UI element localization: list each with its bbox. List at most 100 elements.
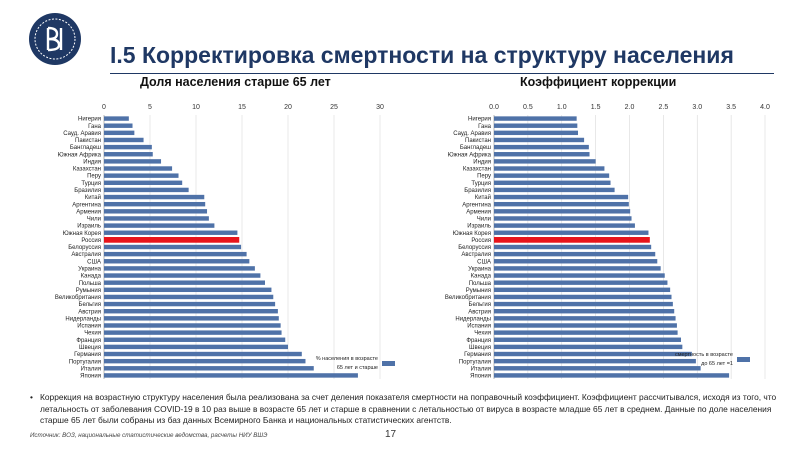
category-label: Китай	[85, 194, 101, 201]
category-label: Италия	[471, 366, 491, 372]
bar	[104, 358, 306, 364]
bar	[494, 330, 678, 335]
category-label: Россия	[471, 238, 491, 244]
category-label: Чехия	[474, 331, 491, 337]
category-label: Польша	[469, 281, 492, 287]
category-label: Турция	[81, 181, 101, 187]
category-label: Индия	[473, 159, 491, 165]
category-label: Бразилия	[74, 188, 101, 194]
category-label: Перу	[477, 174, 491, 180]
category-label: США	[87, 259, 101, 265]
bar	[104, 351, 302, 357]
x-tick-label: 4.0	[760, 104, 770, 111]
category-label: Австралия	[461, 252, 491, 258]
category-label: Португалия	[69, 359, 101, 365]
bar	[104, 294, 274, 300]
category-label: Бразилия	[464, 188, 491, 194]
bar	[104, 152, 153, 157]
category-label: Китай	[475, 194, 491, 201]
bar	[104, 373, 358, 378]
category-label: Украина	[78, 267, 102, 273]
category-label: Австрия	[468, 309, 491, 315]
chart-title-right: Коэффициент коррекции	[520, 75, 677, 89]
category-label: Швеция	[469, 345, 491, 351]
category-label: Южная Корея	[63, 231, 101, 237]
bar	[104, 166, 173, 171]
bar	[494, 316, 676, 321]
bar	[494, 287, 671, 293]
x-tick-label: 5	[148, 104, 152, 111]
category-label: Южная Корея	[453, 231, 491, 237]
category-label: Израиль	[467, 224, 491, 230]
bar	[494, 351, 692, 357]
bar	[494, 180, 611, 185]
category-label: Армения	[76, 209, 101, 215]
bar	[494, 201, 629, 207]
bar	[104, 266, 255, 271]
bar	[104, 223, 215, 228]
bar	[494, 216, 632, 221]
category-label: Франция	[466, 338, 491, 344]
bar	[494, 194, 629, 200]
chart-correction-factor: 0.0 0.5 1.0 1.5 2.0 2.5 3.0 3.5 4.0 НигерияГанаСа…	[445, 104, 770, 380]
bar	[104, 337, 286, 342]
category-label: Гана	[88, 124, 102, 130]
bar	[494, 230, 649, 235]
category-label: Бельгия	[79, 302, 102, 308]
category-label: Сауд. Аравия	[63, 131, 101, 137]
bar	[494, 123, 578, 128]
category-label: Япония	[470, 374, 491, 380]
bar	[104, 259, 250, 264]
category-label: Россия	[81, 238, 101, 244]
bar	[104, 251, 247, 257]
bar	[104, 209, 208, 214]
category-label: США	[477, 259, 491, 265]
bar	[494, 187, 615, 193]
category-label: Испания	[467, 324, 491, 330]
category-label: Перу	[87, 174, 101, 180]
note-text: Коррекция на возрастную структуру населе…	[40, 392, 777, 425]
page-title: I.5 Корректировка смертности на структур…	[110, 42, 734, 68]
category-label: Бангладеш	[460, 145, 491, 151]
bar	[104, 280, 265, 285]
x-tick-label: 10	[192, 104, 200, 111]
category-label: Израиль	[77, 224, 101, 230]
category-label: Индия	[83, 159, 101, 165]
category-label: Нигерия	[468, 117, 491, 123]
x-tick-label: 20	[284, 104, 292, 111]
category-label: Казахстан	[463, 167, 491, 173]
bar	[494, 116, 577, 121]
bar	[494, 337, 681, 342]
bar	[104, 144, 152, 150]
x-tick-label: 3.0	[692, 104, 702, 111]
category-label: Италия	[81, 366, 101, 372]
legend-swatch	[737, 357, 750, 362]
bar	[494, 373, 730, 378]
bar	[104, 187, 189, 193]
category-label: Белоруссия	[68, 245, 101, 251]
page-number: 17	[385, 429, 397, 440]
bar	[104, 173, 179, 178]
category-label: Польша	[79, 281, 102, 287]
category-label: Канада	[81, 274, 102, 280]
category-label: Австрия	[78, 309, 101, 315]
bar	[494, 301, 673, 307]
bar	[494, 280, 668, 285]
category-label: Румыния	[76, 288, 101, 294]
category-label: Аргентина	[72, 202, 101, 208]
x-tick-label: 30	[376, 104, 384, 111]
category-label: Румыния	[466, 288, 491, 294]
category-label: Армения	[466, 209, 491, 215]
category-label: Австралия	[71, 252, 101, 258]
category-label: Чехия	[84, 331, 101, 337]
bar	[494, 144, 589, 150]
category-label: Япония	[80, 374, 101, 380]
bar	[104, 237, 240, 243]
bar	[104, 344, 288, 350]
bar	[494, 273, 665, 278]
category-label: Германия	[74, 352, 101, 358]
methodology-note: • Коррекция на возрастную структуру насе…	[30, 392, 778, 427]
category-label: Бельгия	[469, 302, 492, 308]
x-tick-label: 3.5	[726, 104, 736, 111]
